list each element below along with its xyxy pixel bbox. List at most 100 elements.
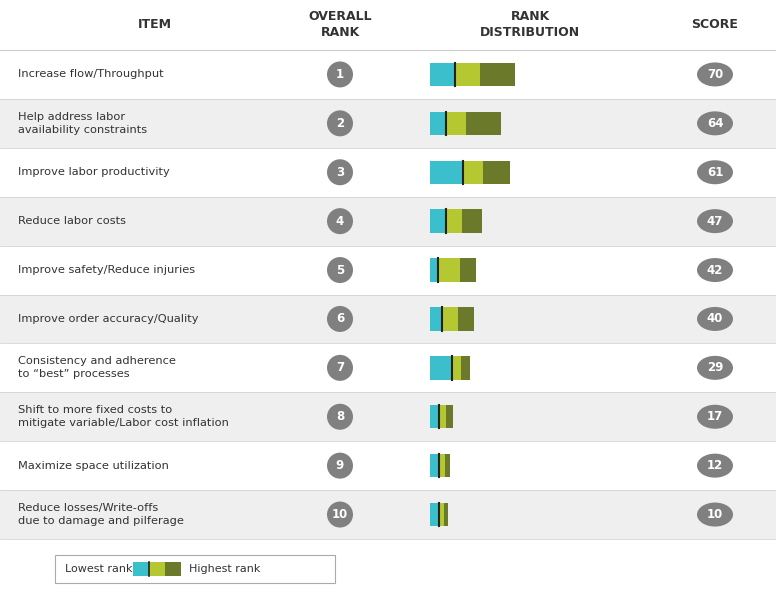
Circle shape: [327, 404, 353, 429]
Bar: [430, 503, 439, 527]
Ellipse shape: [697, 453, 733, 477]
Ellipse shape: [697, 356, 733, 380]
Bar: [430, 307, 442, 331]
Bar: [458, 307, 474, 331]
Circle shape: [327, 208, 353, 234]
Text: Shift to more fixed costs to
mitigate variable/Labor cost inflation: Shift to more fixed costs to mitigate va…: [18, 405, 229, 428]
Bar: [466, 111, 501, 135]
Text: 29: 29: [707, 361, 723, 374]
Bar: [0, 246, 776, 295]
Bar: [149, 562, 165, 576]
Text: Highest rank: Highest rank: [189, 564, 261, 574]
Text: Improve safety/Reduce injuries: Improve safety/Reduce injuries: [18, 265, 195, 275]
Ellipse shape: [697, 307, 733, 331]
Text: 3: 3: [336, 166, 344, 179]
Circle shape: [327, 110, 353, 137]
Bar: [430, 356, 452, 380]
Bar: [455, 63, 480, 86]
Ellipse shape: [697, 161, 733, 184]
Circle shape: [327, 355, 353, 381]
Text: 6: 6: [336, 313, 344, 325]
Circle shape: [327, 257, 353, 283]
Text: 17: 17: [707, 410, 723, 423]
Bar: [0, 148, 776, 196]
Bar: [462, 210, 482, 233]
Circle shape: [327, 159, 353, 185]
Text: 1: 1: [336, 68, 344, 81]
Circle shape: [327, 501, 353, 528]
Text: Reduce losses/Write-offs
due to damage and pilferage: Reduce losses/Write-offs due to damage a…: [18, 503, 184, 526]
Bar: [430, 63, 455, 86]
Text: Reduce labor costs: Reduce labor costs: [18, 216, 126, 226]
Text: Consistency and adherence
to “best” processes: Consistency and adherence to “best” proc…: [18, 356, 176, 379]
Bar: [430, 210, 446, 233]
Ellipse shape: [697, 111, 733, 135]
Bar: [463, 161, 483, 184]
Bar: [430, 454, 439, 477]
Bar: [430, 111, 446, 135]
Bar: [0, 490, 776, 539]
Bar: [446, 405, 453, 428]
Text: ITEM: ITEM: [138, 19, 172, 32]
Text: 10: 10: [707, 508, 723, 521]
Bar: [460, 258, 476, 282]
Bar: [445, 454, 450, 477]
Text: Increase flow/Throughput: Increase flow/Throughput: [18, 69, 164, 80]
Bar: [133, 562, 149, 576]
Ellipse shape: [697, 503, 733, 527]
Circle shape: [327, 306, 353, 332]
Bar: [446, 210, 462, 233]
Bar: [0, 0, 776, 50]
Text: 61: 61: [707, 166, 723, 179]
Bar: [483, 161, 510, 184]
Text: SCORE: SCORE: [691, 19, 739, 32]
Text: 10: 10: [332, 508, 348, 521]
Bar: [446, 111, 466, 135]
Bar: [438, 258, 460, 282]
Bar: [0, 50, 776, 99]
Text: 47: 47: [707, 214, 723, 228]
Text: Lowest rank: Lowest rank: [65, 564, 133, 574]
Ellipse shape: [697, 405, 733, 429]
Bar: [430, 161, 463, 184]
Bar: [0, 196, 776, 246]
Ellipse shape: [697, 209, 733, 233]
Bar: [0, 99, 776, 148]
Bar: [439, 405, 446, 428]
Text: Help address labor
availability constraints: Help address labor availability constrai…: [18, 112, 147, 135]
Text: Improve order accuracy/Quality: Improve order accuracy/Quality: [18, 314, 199, 324]
Text: Improve labor productivity: Improve labor productivity: [18, 167, 170, 177]
Ellipse shape: [697, 258, 733, 282]
Bar: [0, 392, 776, 441]
Bar: [452, 356, 461, 380]
Text: 9: 9: [336, 459, 344, 472]
Text: 70: 70: [707, 68, 723, 81]
Text: 42: 42: [707, 264, 723, 277]
Text: 12: 12: [707, 459, 723, 472]
Ellipse shape: [697, 62, 733, 86]
Text: Maximize space utilization: Maximize space utilization: [18, 461, 169, 471]
Bar: [439, 454, 445, 477]
Bar: [430, 258, 438, 282]
Bar: [442, 307, 458, 331]
Text: 7: 7: [336, 361, 344, 374]
FancyBboxPatch shape: [55, 555, 335, 583]
Text: 64: 64: [707, 117, 723, 130]
Text: 8: 8: [336, 410, 344, 423]
Bar: [165, 562, 181, 576]
Bar: [480, 63, 515, 86]
Bar: [0, 343, 776, 392]
Bar: [0, 441, 776, 490]
Circle shape: [327, 453, 353, 479]
Text: 4: 4: [336, 214, 344, 228]
Text: OVERALL
RANK: OVERALL RANK: [308, 11, 372, 40]
Bar: [0, 295, 776, 343]
Bar: [461, 356, 470, 380]
Bar: [444, 503, 448, 527]
Text: RANK
DISTRIBUTION: RANK DISTRIBUTION: [480, 11, 580, 40]
Text: 40: 40: [707, 313, 723, 325]
Text: 5: 5: [336, 264, 344, 277]
Circle shape: [327, 62, 353, 87]
Text: 2: 2: [336, 117, 344, 130]
Bar: [439, 503, 444, 527]
